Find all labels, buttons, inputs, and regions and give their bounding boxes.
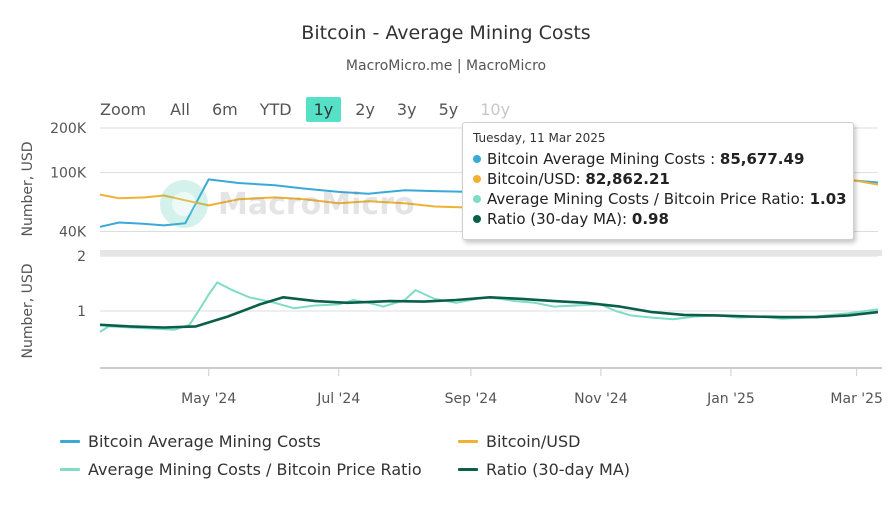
- series-dot-icon: [473, 214, 481, 223]
- x-tick-label: May '24: [181, 391, 236, 407]
- tooltip-label: Bitcoin/USD:: [487, 170, 581, 188]
- legend-label: Bitcoin Average Mining Costs: [88, 432, 321, 451]
- legend-swatch: [60, 468, 80, 471]
- tooltip-row-btc-usd: Bitcoin/USD: 82,862.21: [473, 169, 843, 189]
- series-dot-icon: [473, 154, 481, 163]
- y-axis-label: Number, USD: [20, 263, 36, 358]
- tooltip-row-mining-cost: Bitcoin Average Mining Costs : 85,677.49: [473, 149, 843, 169]
- y-tick-label: 100K: [50, 166, 87, 182]
- legend-item-ratio-ma[interactable]: Ratio (30-day MA): [458, 460, 630, 479]
- legend-label: Ratio (30-day MA): [486, 460, 631, 479]
- range-selector: Zoom All 6m YTD 1y 2y 3y 5y 10y: [100, 96, 524, 122]
- y-tick-label: 40K: [59, 224, 87, 240]
- legend-item-btc-usd[interactable]: Bitcoin/USD: [458, 432, 580, 451]
- tooltip-row-ratio-ma: Ratio (30-day MA): 0.98: [473, 209, 843, 229]
- series-line: [99, 281, 879, 333]
- range-button-3y[interactable]: 3y: [396, 99, 417, 119]
- tooltip-label: Ratio (30-day MA):: [487, 210, 628, 228]
- legend-swatch: [458, 440, 478, 443]
- range-button-1y[interactable]: 1y: [305, 96, 342, 122]
- x-tick-label: Nov '24: [574, 391, 628, 407]
- legend-swatch: [458, 468, 478, 471]
- x-tick-label: Mar '25: [830, 391, 883, 407]
- legend-item-ratio[interactable]: Average Mining Costs / Bitcoin Price Rat…: [60, 460, 422, 479]
- range-button-all[interactable]: All: [170, 99, 190, 119]
- x-tick-label: Sep '24: [445, 391, 498, 407]
- y-tick-label: 2: [77, 249, 86, 265]
- x-tick-label: Jan '25: [706, 391, 755, 407]
- y-axis-label: Number, USD: [20, 141, 36, 236]
- y-tick-label: 1: [77, 304, 86, 320]
- legend-item-mining-cost[interactable]: Bitcoin Average Mining Costs: [60, 432, 321, 451]
- tooltip-value: 85,677.49: [719, 150, 805, 168]
- legend-label: Bitcoin/USD: [486, 432, 581, 451]
- range-button-ytd[interactable]: YTD: [259, 99, 292, 119]
- legend-swatch: [60, 440, 80, 443]
- y-tick-label: 200K: [50, 121, 87, 137]
- range-button-5y[interactable]: 5y: [438, 99, 459, 119]
- tooltip-value: 0.98: [631, 210, 669, 228]
- series-dot-icon: [473, 194, 481, 203]
- tooltip: Tuesday, 11 Mar 2025 Bitcoin Average Min…: [462, 122, 854, 240]
- tooltip-row-ratio: Average Mining Costs / Bitcoin Price Rat…: [473, 189, 847, 209]
- chart-title: Bitcoin - Average Mining Costs: [301, 22, 591, 44]
- chart-subtitle: MacroMicro.me | MacroMicro: [345, 58, 547, 74]
- tooltip-value: 1.03: [809, 190, 847, 208]
- panel-separator: [100, 250, 882, 256]
- tooltip-label: Average Mining Costs / Bitcoin Price Rat…: [487, 190, 805, 208]
- series-dot-icon: [473, 174, 481, 183]
- zoom-label: Zoom: [100, 99, 147, 119]
- tooltip-label: Bitcoin Average Mining Costs :: [487, 150, 716, 168]
- series-line: [99, 295, 879, 329]
- tooltip-value: 82,862.21: [585, 170, 670, 188]
- legend-label: Average Mining Costs / Bitcoin Price Rat…: [88, 460, 422, 479]
- x-tick-label: Jul '24: [316, 391, 360, 407]
- tooltip-date: Tuesday, 11 Mar 2025: [473, 131, 606, 145]
- range-button-10y: 10y: [480, 99, 511, 119]
- range-button-6m[interactable]: 6m: [211, 99, 238, 119]
- range-button-2y[interactable]: 2y: [355, 99, 375, 119]
